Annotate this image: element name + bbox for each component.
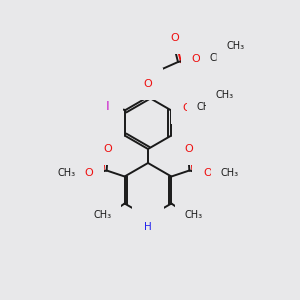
Text: CH₃: CH₃: [184, 209, 202, 220]
Text: CH₃: CH₃: [94, 209, 112, 220]
Text: H: H: [144, 222, 152, 232]
Text: O: O: [203, 169, 212, 178]
Text: O: O: [182, 103, 191, 113]
Text: O: O: [192, 54, 200, 64]
Text: O: O: [103, 143, 112, 154]
Text: CH₃: CH₃: [58, 167, 76, 178]
Text: CH₂: CH₂: [210, 53, 228, 63]
Text: I: I: [106, 100, 110, 113]
Text: CH₂: CH₂: [196, 102, 214, 112]
Text: O: O: [171, 33, 179, 43]
Text: CH₃: CH₃: [220, 167, 238, 178]
Text: CH₃: CH₃: [215, 90, 234, 100]
Text: N: N: [144, 212, 152, 224]
Text: O: O: [84, 169, 93, 178]
Text: O: O: [184, 143, 193, 154]
Text: O: O: [144, 79, 152, 89]
Text: CH₃: CH₃: [227, 41, 245, 51]
